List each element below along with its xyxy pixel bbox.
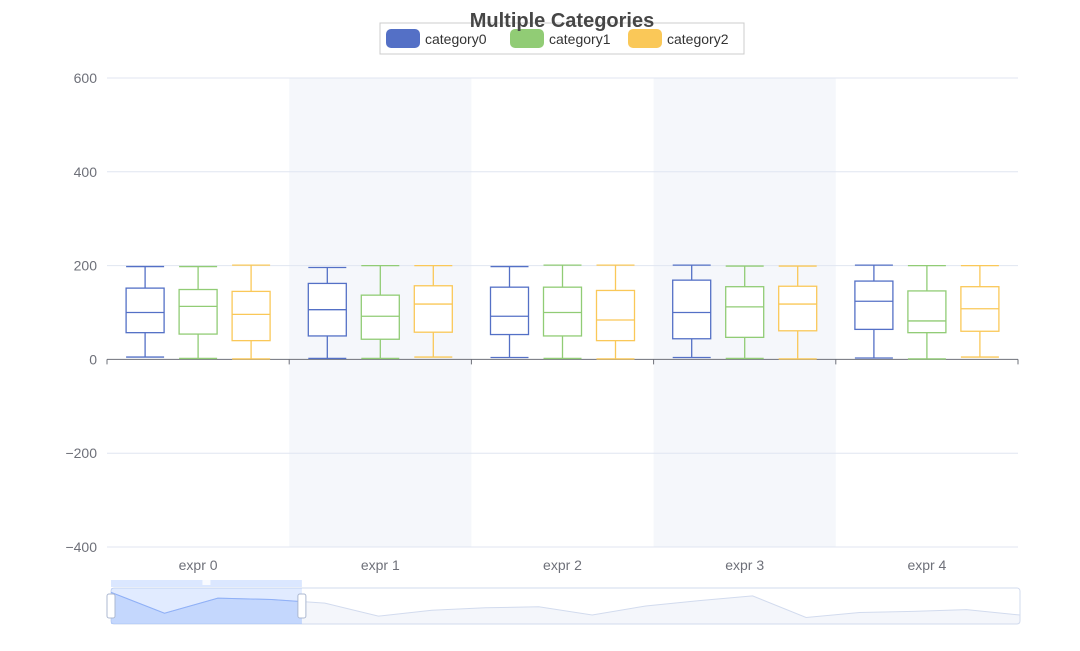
box-item [307, 266, 347, 360]
legend-swatch [386, 29, 420, 48]
box-body [854, 280, 894, 331]
box-item [778, 265, 818, 360]
x-tick-label: expr 3 [725, 557, 764, 573]
legend-item-category2[interactable]: category2 [628, 29, 729, 48]
y-tick-label: 200 [74, 258, 98, 274]
legend-item-category0[interactable]: category0 [386, 29, 487, 48]
legend-label: category1 [549, 31, 611, 47]
box-series [125, 264, 1000, 360]
box-body [907, 290, 947, 334]
box-body [778, 285, 818, 332]
zoom-handle-right[interactable] [297, 593, 307, 619]
y-tick-label: 600 [74, 70, 98, 86]
box-item [725, 265, 765, 360]
x-tick-label: expr 4 [907, 557, 946, 573]
series-category2 [231, 264, 1000, 360]
box-item [125, 265, 165, 358]
box-body [595, 289, 636, 342]
box-body [231, 290, 271, 342]
legend-border [379, 22, 745, 55]
zoom-preview-area [111, 592, 1020, 624]
box-item [960, 264, 1000, 358]
legend-item-category1[interactable]: category1 [510, 29, 611, 48]
box-item [178, 265, 218, 360]
series-category0 [125, 264, 894, 360]
x-axis [106, 358, 1019, 365]
box-item [854, 264, 894, 359]
zoom-selected-area [111, 592, 302, 624]
box-body [542, 286, 583, 337]
data-zoom-slider[interactable] [106, 580, 1021, 625]
series-category1 [178, 264, 947, 360]
box-item [360, 264, 400, 360]
chart-title: Multiple Categories [470, 10, 654, 32]
box-item [413, 264, 453, 358]
box-body [725, 286, 765, 339]
box-body [489, 286, 530, 336]
zoom-selected-line [110, 591, 302, 614]
legend: category0 category1 category2 [379, 22, 745, 55]
box-body [125, 287, 165, 334]
box-item [231, 264, 271, 360]
box-body [413, 285, 453, 333]
box-body [672, 279, 712, 340]
y-tick-label: −200 [65, 445, 97, 461]
zoom-handle-left[interactable] [106, 593, 116, 619]
zoom-selected-window [111, 588, 302, 624]
legend-swatch [628, 29, 662, 48]
box-item [907, 264, 947, 360]
x-tick-label: expr 1 [361, 557, 400, 573]
legend-label: category2 [667, 31, 729, 47]
x-tick-label: expr 0 [179, 557, 218, 573]
x-axis-labels: expr 0 expr 1 expr 2 expr 3 expr 4 [179, 557, 947, 573]
box-item [672, 264, 712, 359]
y-tick-label: 0 [89, 351, 97, 367]
box-item [542, 264, 583, 360]
box-body [360, 294, 400, 340]
y-tick-label: −400 [65, 539, 97, 555]
box-body [178, 288, 218, 335]
y-axis-labels: 600 400 200 0 −200 −400 [65, 70, 97, 555]
y-tick-label: 400 [74, 164, 98, 180]
legend-label: category0 [425, 31, 487, 47]
x-tick-label: expr 2 [543, 557, 582, 573]
legend-swatch [510, 29, 544, 48]
zoom-move-grip [202, 580, 211, 585]
box-item [489, 265, 530, 359]
box-item [595, 264, 636, 360]
